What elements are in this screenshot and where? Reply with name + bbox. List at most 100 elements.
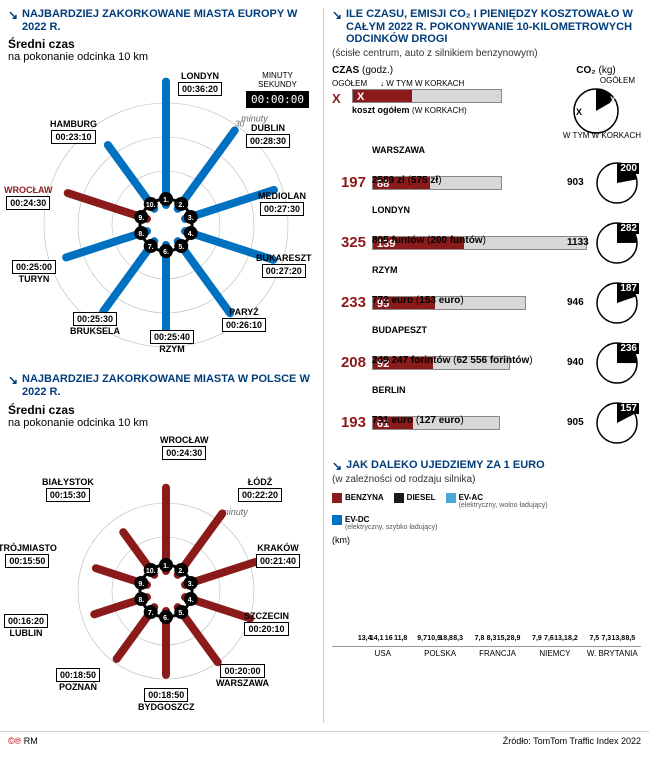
city-label: ŁÓDŹ00:22:20	[238, 477, 282, 502]
euro-title: ↘ JAK DALEKO UJEDZIEMY ZA 1 EURO	[332, 459, 641, 472]
europe-radial: MINUTY SEKUNDY 00:00:00 minuty1020301.2.…	[8, 67, 315, 367]
footer: ©℗ RM Źródło: TomTom Traffic Index 2022	[0, 731, 649, 750]
hours-total: 325	[332, 234, 366, 251]
city-label: MEDIOLAN00:27:30	[258, 191, 306, 216]
co2-total: 903	[567, 177, 584, 188]
svg-text:6.: 6.	[163, 615, 169, 622]
city-row: LONDYN 325 139 805 funtów (200 funtów) 1…	[332, 217, 641, 269]
europe-title: ↘ NAJBARDZIEJ ZAKORKOWANE MIASTA EUROPY …	[8, 8, 315, 33]
city-name: LONDYN	[372, 205, 410, 215]
svg-text:4.: 4.	[188, 231, 194, 238]
svg-text:8.: 8.	[138, 597, 144, 604]
co2-pie: 903 200	[593, 159, 641, 207]
euro-xlabels: USAPOLSKAFRANCJANIEMCYW. BRYTANIA	[332, 647, 641, 658]
city-label: WROCŁAW00:24:30	[4, 185, 53, 210]
svg-text:7.: 7.	[148, 244, 154, 251]
svg-text:9.: 9.	[138, 215, 144, 222]
svg-text:2.: 2.	[178, 202, 184, 209]
svg-text:7.: 7.	[148, 610, 154, 617]
svg-text:X: X	[576, 107, 582, 117]
city-name: WARSZAWA	[372, 145, 425, 155]
legend-item: EV-DC(elektryczny, szybko ładujący)	[332, 515, 437, 531]
avg-label-pl: Średni czas	[8, 403, 315, 417]
hours-total: 197	[332, 174, 366, 191]
legend-item: BENZYNA	[332, 493, 384, 509]
co2-total: 940	[567, 357, 584, 368]
poland-title-text: NAJBARDZIEJ ZAKORKOWANE MIASTA W POLSCE …	[22, 373, 310, 398]
city-label: 00:16:20LUBLIN	[4, 613, 48, 638]
co2-total: 946	[567, 297, 584, 308]
arrow-icon: ↘	[8, 9, 18, 23]
legend-item: DIESEL	[394, 493, 436, 509]
euro-legend: BENZYNA DIESEL EV-AC(elektryczny, wolno ła…	[332, 493, 641, 531]
city-label: KRAKÓW00:21:40	[256, 543, 300, 568]
city-label: 00:25:30BRUKSELA	[70, 311, 120, 336]
city-row: RZYM 233 95 772 euro (153 euro) 946 187	[332, 277, 641, 329]
xlabel: USA	[354, 647, 411, 658]
euro-title-text: JAK DALEKO UJEDZIEMY ZA 1 EURO	[346, 459, 545, 471]
city-rows: WARSZAWA 197 88 2589 zł (575 zł) 903 200	[332, 157, 641, 449]
co2-pie: 940 236	[593, 339, 641, 387]
svg-text:8.: 8.	[138, 231, 144, 238]
svg-text:3.: 3.	[188, 215, 194, 222]
xlabel: NIEMCY	[526, 647, 583, 658]
arrow-icon: ↘	[332, 460, 342, 474]
svg-text:1.: 1.	[163, 563, 169, 570]
xlabel: W. BRYTANIA	[584, 647, 641, 658]
city-label: 00:20:00WARSZAWA	[216, 663, 269, 688]
avg-sub-pl: na pokonanie odcinka 10 km	[8, 417, 315, 429]
city-name: BUDAPESZT	[372, 325, 427, 335]
europe-title-text: NAJBARDZIEJ ZAKORKOWANE MIASTA EUROPY W …	[22, 8, 297, 33]
svg-text:1.: 1.	[163, 197, 169, 204]
hours-total: 193	[332, 414, 366, 431]
city-label: 00:25:40RZYM	[150, 329, 194, 354]
avg-label: Średni czas	[8, 37, 315, 51]
euro-bars: (km) 13,414,11611,89,710,918,88,37,88,31…	[332, 537, 641, 647]
city-label: BIAŁYSTOK00:15:30	[42, 477, 94, 502]
svg-text:3.: 3.	[188, 581, 194, 588]
legend-block: CZAS (godz.) OGÓŁEM ↓ W TYM W KORKACH X …	[332, 65, 641, 153]
hours-total: 233	[332, 294, 366, 311]
euro-sub: (w zależności od rodzaju silnika)	[332, 474, 641, 485]
co2-pie: 905 157	[593, 399, 641, 447]
arrow-icon: ↘	[332, 9, 342, 23]
co2-pie: 946 187	[593, 279, 641, 327]
poland-title: ↘ NAJBARDZIEJ ZAKORKOWANE MIASTA W POLSC…	[8, 373, 315, 398]
source: Źródło: TomTom Traffic Index 2022	[503, 736, 641, 746]
city-label: WROCŁAW00:24:30	[160, 435, 209, 460]
poland-radial: minuty10201.2.3.4.5.6.7.8.9.10.WROCŁAW00…	[8, 433, 315, 723]
city-label: BUKARESZT00:27:20	[256, 253, 312, 278]
cost-label: 2589 zł (575 zł)	[372, 175, 442, 186]
co2-total: 1133	[567, 237, 589, 248]
city-row: WARSZAWA 197 88 2589 zł (575 zł) 903 200	[332, 157, 641, 209]
xlabel: POLSKA	[411, 647, 468, 658]
svg-text:2.: 2.	[178, 568, 184, 575]
svg-text:5.: 5.	[178, 610, 184, 617]
city-label: LONDYN00:36:20	[178, 71, 222, 96]
xlabel: FRANCJA	[469, 647, 526, 658]
svg-text:X: X	[610, 95, 616, 105]
city-label: PARYŻ00:26:10	[222, 307, 266, 332]
city-label: TRÓJMIASTO00:15:50	[0, 543, 57, 568]
avg-sub: na pokonanie odcinka 10 km	[8, 51, 315, 63]
city-label: 00:18:50BYDGOSZCZ	[138, 687, 195, 712]
cost-title-text: ILE CZASU, EMISJI CO₂ I PIENIĘDZY KOSZTO…	[346, 8, 633, 45]
city-row: BUDAPESZT 208 92 249 247 forintów (62 55…	[332, 337, 641, 389]
co2-jam: 236	[618, 343, 639, 354]
cost-label: 805 funtów (200 funtów)	[372, 235, 486, 246]
city-label: 00:25:00TURYN	[12, 259, 56, 284]
city-label: DUBLIN00:28:30	[246, 123, 290, 148]
city-name: RZYM	[372, 265, 398, 275]
legend-item: EV-AC(elektryczny, wolno ładujący)	[446, 493, 548, 509]
cost-sub: (ścisłe centrum, auto z silnikiem benzyn…	[332, 48, 641, 59]
hours-total: 208	[332, 354, 366, 371]
copyright-icon: ©℗	[8, 736, 21, 746]
co2-jam: 157	[618, 403, 639, 414]
co2-total: 905	[567, 417, 584, 428]
author: RM	[24, 736, 38, 746]
co2-jam: 282	[618, 223, 639, 234]
co2-jam: 187	[618, 283, 639, 294]
svg-text:10.: 10.	[146, 202, 156, 209]
euro-chart: BENZYNA DIESEL EV-AC(elektryczny, wolno ła…	[332, 493, 641, 658]
cost-label: 249 247 forintów (62 556 forintów)	[372, 355, 533, 366]
